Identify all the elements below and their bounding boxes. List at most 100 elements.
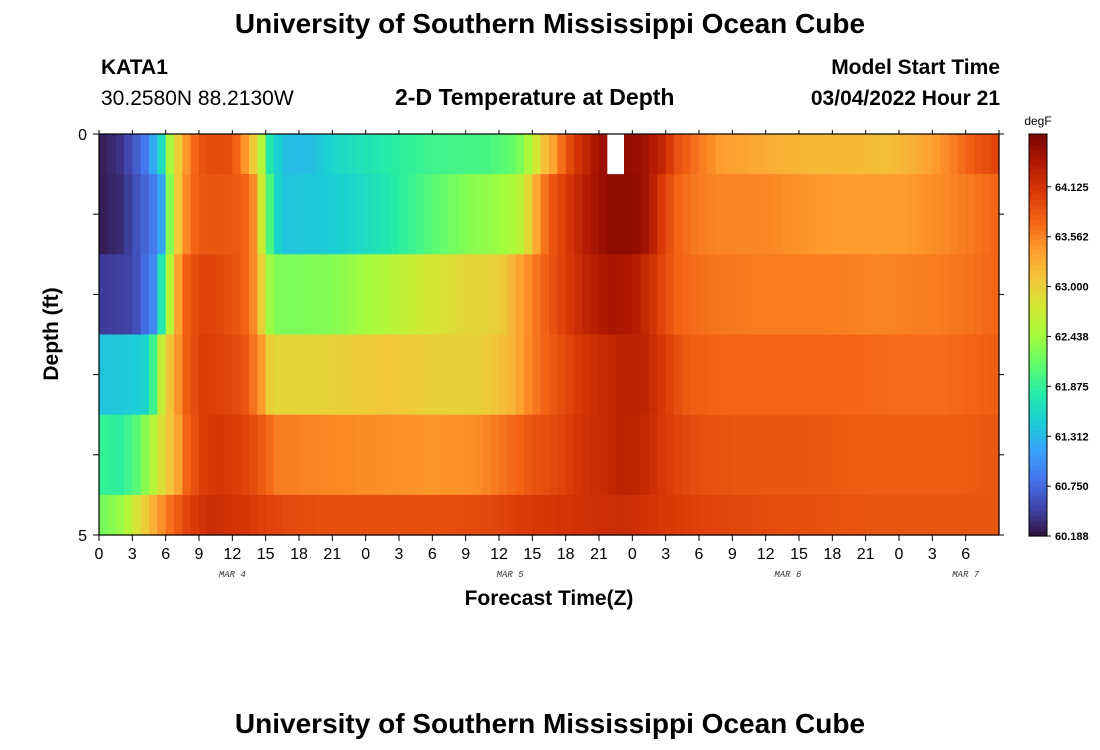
heatmap-cell: [682, 134, 692, 175]
heatmap-cell: [557, 494, 567, 536]
heatmap-cell: [340, 254, 350, 336]
heatmap-cell: [249, 134, 258, 175]
heatmap-cell: [757, 334, 767, 416]
heatmap-cell: [357, 174, 367, 255]
heatmap-cell: [240, 494, 250, 536]
heatmap-cell: [649, 494, 658, 536]
colorbar-tick-label: 62.438: [1055, 331, 1089, 343]
colorbar-segment: [1029, 189, 1047, 195]
colorbar-segment: [1029, 134, 1047, 140]
heatmap-cell: [165, 494, 175, 536]
heatmap-cell: [182, 334, 192, 416]
heatmap-cell: [274, 134, 283, 175]
heatmap-cell: [715, 494, 725, 536]
heatmap-cell: [140, 254, 150, 336]
heatmap-cell: [374, 254, 383, 336]
heatmap-cell: [674, 134, 683, 175]
heatmap-cell: [974, 254, 983, 336]
heatmap-cell: [224, 334, 233, 416]
heatmap-cell: [757, 414, 767, 496]
heatmap-cell: [299, 254, 308, 336]
heatmap-cell: [140, 334, 150, 416]
heatmap-cell: [240, 134, 250, 175]
colorbar-segment: [1029, 385, 1047, 391]
heatmap-cell: [465, 414, 475, 496]
heatmap-cells: [99, 134, 1000, 536]
heatmap-cell: [949, 414, 958, 496]
heatmap-cell: [857, 254, 867, 336]
heatmap-cell: [574, 254, 583, 336]
heatmap-cell: [682, 254, 692, 336]
heatmap-cell: [357, 134, 367, 175]
heatmap-cell: [674, 494, 683, 536]
heatmap-cell: [499, 494, 508, 536]
heatmap-cell: [740, 254, 750, 336]
heatmap-cell: [157, 414, 167, 496]
heatmap-cell: [532, 174, 542, 255]
colorbar-segment: [1029, 229, 1047, 236]
heatmap-cell: [182, 174, 192, 255]
colorbar-segment: [1029, 440, 1047, 447]
colorbar-segment: [1029, 159, 1047, 165]
colorbar-segment: [1029, 279, 1047, 286]
heatmap-cell: [524, 414, 533, 496]
heatmap-cell: [407, 134, 417, 175]
heatmap-cell: [915, 254, 925, 336]
heatmap-cell: [782, 334, 792, 416]
heatmap-cell: [107, 494, 117, 536]
heatmap-cell: [965, 254, 975, 336]
heatmap-cell: [849, 134, 858, 175]
heatmap-cell: [599, 174, 608, 255]
heatmap-cell: [699, 334, 708, 416]
heatmap-cell: [674, 334, 683, 416]
heatmap-cell: [399, 334, 408, 416]
heatmap-cell: [299, 494, 308, 536]
heatmap-cell: [290, 334, 300, 416]
heatmap-cell: [957, 254, 967, 336]
heatmap-cell: [774, 134, 783, 175]
heatmap-cell: [440, 134, 450, 175]
heatmap-cell: [507, 254, 517, 336]
heatmap-cell: [265, 494, 275, 536]
x-tick-label: 6: [695, 546, 704, 563]
heatmap-cell: [965, 334, 975, 416]
heatmap-cell: [99, 414, 108, 496]
colorbar-segment: [1029, 415, 1047, 422]
heatmap-cell: [340, 334, 350, 416]
heatmap-cell: [224, 134, 233, 175]
heatmap-cell: [290, 254, 300, 336]
heatmap-cell: [382, 134, 392, 175]
heatmap-cell: [257, 254, 267, 336]
heatmap-cell: [549, 134, 558, 175]
heatmap-cell: [399, 254, 408, 336]
heatmap-cell: [324, 334, 333, 416]
heatmap-cell: [424, 414, 433, 496]
heatmap-cell: [449, 414, 458, 496]
heatmap-cell: [332, 414, 342, 496]
colorbar-unit: degF: [1024, 114, 1051, 128]
colorbar-segment: [1029, 324, 1047, 331]
x-tick-label: 6: [161, 546, 170, 563]
heatmap-cell: [232, 174, 242, 255]
heatmap-cell: [365, 254, 375, 336]
heatmap-cell: [790, 134, 800, 175]
heatmap-cell: [749, 174, 758, 255]
heatmap-cell: [749, 134, 758, 175]
heatmap-cell: [899, 414, 908, 496]
heatmap-cell: [674, 414, 683, 496]
heatmap-cell: [932, 334, 942, 416]
heatmap-cell: [607, 494, 617, 536]
heatmap-cell: [224, 494, 233, 536]
colorbar-segment: [1029, 515, 1047, 522]
heatmap-cell: [432, 494, 442, 536]
heatmap-cell: [624, 334, 633, 416]
colorbar-tick-label: 61.312: [1055, 431, 1089, 443]
heatmap-cell: [624, 174, 633, 255]
heatmap-cell: [882, 174, 892, 255]
heatmap-cell: [840, 134, 850, 175]
heatmap-cell: [582, 134, 592, 175]
station-coords: 30.2580N 88.2130W: [101, 87, 294, 110]
colorbar-segment: [1029, 224, 1047, 231]
heatmap-cell: [565, 134, 575, 175]
heatmap-cell: [515, 254, 525, 336]
